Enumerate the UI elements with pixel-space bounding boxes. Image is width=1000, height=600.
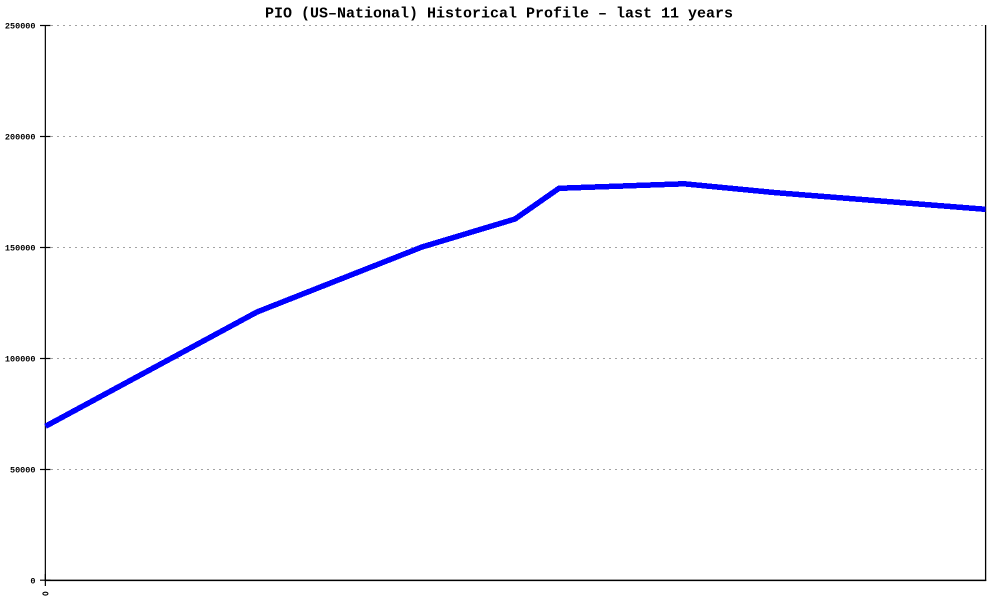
svg-text:250000: 250000 <box>5 22 36 32</box>
svg-text:200000: 200000 <box>5 133 36 143</box>
svg-text:50000: 50000 <box>10 466 36 476</box>
svg-text:PIO (US–National) Historical P: PIO (US–National) Historical Profile – l… <box>265 6 733 23</box>
svg-text:150000: 150000 <box>5 244 36 254</box>
svg-text:100000: 100000 <box>5 355 36 365</box>
svg-text:0: 0 <box>30 577 35 587</box>
